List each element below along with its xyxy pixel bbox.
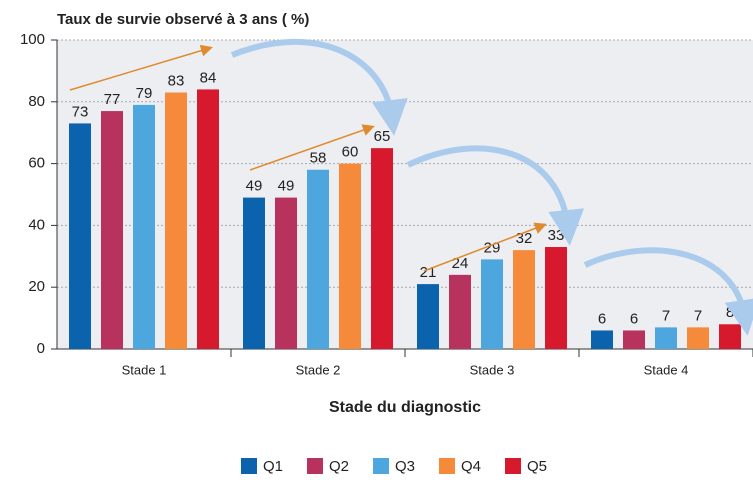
bar <box>339 163 361 349</box>
bar <box>623 330 645 349</box>
bar <box>69 123 91 350</box>
bar <box>481 259 503 349</box>
legend-swatch <box>307 458 323 474</box>
value-label: 7 <box>662 307 670 324</box>
x-tick-label: Stade 3 <box>470 362 515 377</box>
x-tick-label: Stade 1 <box>122 362 167 377</box>
chart-title: Taux de survie observé à 3 ans ( %) <box>57 11 309 28</box>
bar <box>165 92 187 349</box>
legend-label: Q4 <box>461 458 481 475</box>
y-tick-label: 40 <box>28 216 45 233</box>
bar <box>449 274 471 349</box>
x-tick-label: Stade 4 <box>644 362 689 377</box>
value-label: 83 <box>168 72 185 89</box>
x-tick-label: Stade 2 <box>296 362 341 377</box>
bar <box>101 111 123 349</box>
value-label: 6 <box>598 310 606 327</box>
legend-label: Q1 <box>263 458 283 475</box>
value-label: 79 <box>136 85 153 102</box>
y-tick-label: 20 <box>28 278 45 295</box>
value-label: 84 <box>200 69 217 86</box>
bar <box>307 169 329 349</box>
y-tick-label: 80 <box>28 93 45 110</box>
legend-label: Q3 <box>395 458 415 475</box>
value-label: 33 <box>548 227 565 244</box>
legend-swatch <box>439 458 455 474</box>
legend-swatch <box>505 458 521 474</box>
y-tick-label: 60 <box>28 155 45 172</box>
value-label: 73 <box>72 103 89 120</box>
bar <box>513 250 535 349</box>
value-label: 58 <box>310 150 327 167</box>
plot-area <box>57 40 753 349</box>
y-tick-label: 0 <box>37 340 45 357</box>
bar <box>417 284 439 349</box>
value-label: 6 <box>630 310 638 327</box>
value-label: 49 <box>246 178 263 195</box>
bar <box>655 327 677 349</box>
value-label: 60 <box>342 144 359 161</box>
legend-swatch <box>241 458 257 474</box>
decorations <box>69 38 753 336</box>
bar <box>719 324 741 349</box>
value-label: 49 <box>278 178 295 195</box>
x-axis-label: Stade du diagnostic <box>329 399 481 416</box>
legend-label: Q5 <box>527 458 547 475</box>
bar <box>197 89 219 349</box>
legend-swatch <box>373 458 389 474</box>
legend-label: Q2 <box>329 458 349 475</box>
bar <box>591 330 613 349</box>
bar <box>133 104 155 349</box>
value-label: 8 <box>726 304 734 321</box>
value-label: 77 <box>104 91 121 108</box>
bar <box>275 197 297 349</box>
value-label: 7 <box>694 307 702 324</box>
bar <box>545 247 567 349</box>
value-label: 65 <box>374 128 391 145</box>
bar <box>243 197 265 349</box>
bar <box>687 327 709 349</box>
y-tick-label: 100 <box>20 31 45 48</box>
bar <box>371 148 393 349</box>
